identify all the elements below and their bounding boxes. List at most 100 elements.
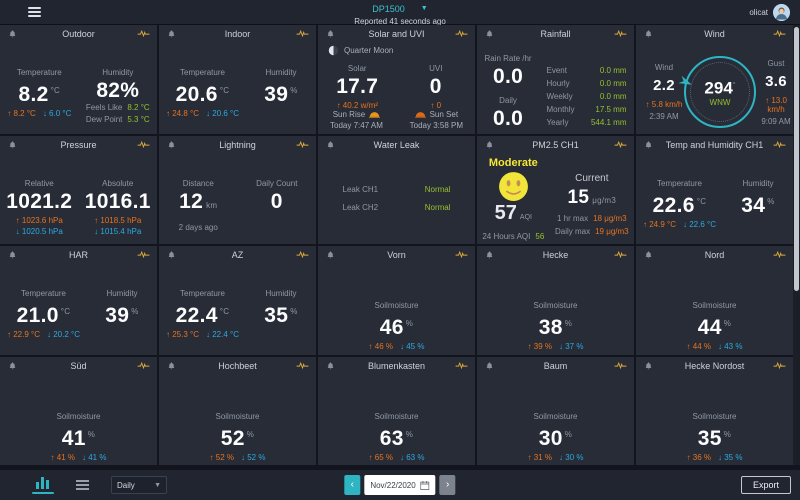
activity-chart-icon[interactable]	[296, 361, 309, 370]
solar-label: Solar	[347, 64, 367, 73]
activity-chart-icon[interactable]	[137, 29, 150, 38]
activity-chart-icon[interactable]	[296, 250, 309, 259]
panel-title: Süd	[70, 360, 87, 371]
bell-icon[interactable]	[8, 250, 17, 260]
panel-pressure: Pressure Relative 1021.2 ↑ 1023.6 hPa ↓ …	[0, 135, 157, 244]
soilmoisture-label: Soilmoisture	[56, 411, 101, 421]
bell-icon[interactable]	[8, 361, 17, 371]
activity-chart-icon[interactable]	[455, 250, 468, 259]
chart-view-icon[interactable]	[32, 476, 54, 494]
bell-icon[interactable]	[644, 140, 653, 150]
leak-row: Leak CH2 Normal	[342, 202, 451, 212]
bell-icon[interactable]	[326, 361, 335, 371]
bell-icon[interactable]	[8, 29, 17, 39]
soilmoisture-minmax: ↑ 44 % ↓ 43 %	[686, 342, 743, 351]
activity-chart-icon[interactable]	[773, 29, 786, 38]
scrollbar-thumb[interactable]	[794, 27, 799, 291]
soilmoisture-value: 38%	[538, 316, 573, 339]
activity-chart-icon[interactable]	[614, 250, 627, 259]
rain-stat-row: Monthly 17.5 mm	[546, 105, 627, 114]
next-date-button[interactable]: ›	[439, 475, 456, 495]
wind-direction-text: WNW	[709, 98, 731, 108]
activity-chart-icon[interactable]	[614, 361, 627, 370]
aqi-smiley-icon	[482, 170, 544, 203]
activity-chart-icon[interactable]	[773, 140, 786, 149]
pm-current-label: Current	[575, 172, 609, 184]
lightning-distance-label: Distance	[182, 178, 214, 188]
wind-direction-arrow-icon	[676, 72, 695, 94]
panel-soil-vorn: Vorn Soilmoisture 46% ↑ 46 % ↓ 45 %	[318, 246, 475, 355]
period-select[interactable]: Daily ▼	[111, 476, 167, 494]
temperature-minmax: ↑ 25.3 °C ↓ 22.4 °C	[166, 330, 239, 339]
list-view-icon[interactable]	[76, 479, 89, 491]
humidity-value: 39%	[105, 304, 139, 327]
soilmoisture-label: Soilmoisture	[533, 301, 578, 310]
temperature-minmax: ↑ 8.2 °C ↓ 6.0 °C	[7, 109, 72, 118]
soilmoisture-minmax: ↑ 31 % ↓ 30 %	[527, 452, 584, 462]
lightning-last-time: 2 days ago	[178, 222, 218, 232]
bell-icon[interactable]	[485, 250, 494, 260]
activity-chart-icon[interactable]	[137, 361, 150, 370]
solar-max: ↑ 40.2 w/m²	[336, 101, 378, 110]
panel-title: Nord	[704, 250, 725, 260]
gust-max: ↑ 13.0 km/h	[765, 95, 787, 114]
station-selector[interactable]: DP1500 ▼	[372, 4, 427, 14]
temperature-value: 8.2 °C	[18, 83, 61, 106]
bell-icon[interactable]	[644, 250, 653, 260]
station-status: DP1500 ▼ Reported 41 seconds ago	[0, 0, 800, 26]
bell-icon[interactable]	[485, 361, 494, 371]
activity-chart-icon[interactable]	[455, 361, 468, 370]
bell-icon[interactable]	[167, 29, 176, 39]
panel-title: Water Leak	[373, 139, 420, 150]
aqi-24h-row: 24 Hours AQI 56	[482, 231, 545, 241]
activity-chart-icon[interactable]	[137, 140, 150, 149]
leak-status-list: Leak CH1 Normal Leak CH2 Normal	[318, 185, 475, 212]
uvi-label: UVI	[429, 64, 443, 73]
leak-row: Leak CH1 Normal	[342, 184, 451, 194]
prev-date-button[interactable]: ‹	[344, 475, 361, 495]
soilmoisture-value: 44%	[697, 316, 732, 339]
soilmoisture-value: 52%	[220, 426, 255, 450]
activity-chart-icon[interactable]	[773, 361, 786, 370]
date-input[interactable]: Nov/22/2020	[364, 475, 436, 495]
temperature-minmax: ↑ 24.8 °C ↓ 20.6 °C	[166, 109, 239, 118]
bell-icon[interactable]	[326, 29, 335, 39]
bell-icon[interactable]	[167, 140, 176, 150]
bell-icon[interactable]	[485, 29, 494, 39]
activity-chart-icon[interactable]	[137, 250, 150, 259]
panel-wind: Wind Wind 2.2 ↑ 5.8 km/h 2:39 AM 294° WN…	[636, 25, 793, 134]
panel-title: PM2.5 CH1	[532, 139, 579, 150]
panel-har: HAR Temperature 21.0 °C ↑ 22.9 °C ↓ 20.2 °…	[0, 246, 157, 355]
panel-soil-hecke: Hecke Soilmoisture 38% ↑ 39 % ↓ 37 %	[477, 246, 634, 355]
bell-icon[interactable]	[167, 250, 176, 260]
relative-pressure-min: ↓ 1020.5 hPa	[15, 226, 63, 236]
bell-icon[interactable]	[167, 361, 176, 371]
moon-phase: Quarter Moon	[318, 42, 475, 56]
activity-chart-icon[interactable]	[773, 250, 786, 259]
activity-chart-icon[interactable]	[614, 140, 627, 149]
soilmoisture-label: Soilmoisture	[533, 411, 578, 421]
scrollbar[interactable]	[793, 25, 800, 465]
bell-icon[interactable]	[644, 361, 653, 371]
date-value: Nov/22/2020	[370, 480, 416, 490]
gust-value: 3.6	[765, 72, 787, 90]
activity-chart-icon[interactable]	[296, 140, 309, 149]
wind-direction-degrees: 294°	[704, 78, 736, 98]
bell-icon[interactable]	[326, 140, 335, 150]
panel-title: Solar and UVI	[368, 29, 425, 39]
menu-icon[interactable]	[28, 7, 41, 17]
bell-icon[interactable]	[485, 140, 494, 150]
activity-chart-icon[interactable]	[296, 29, 309, 38]
activity-chart-icon[interactable]	[455, 29, 468, 38]
soilmoisture-value: 35%	[697, 426, 732, 450]
bell-icon[interactable]	[8, 140, 17, 150]
humidity-value: 39%	[264, 83, 298, 106]
bell-icon[interactable]	[644, 29, 653, 39]
solar-value: 17.7	[336, 75, 379, 98]
relative-pressure-value: 1021.2	[6, 189, 73, 213]
export-button[interactable]: Export	[740, 476, 791, 494]
rain-stats: Event 0.0 mm Hourly 0.0 mm Weekly 0.0 mm Mo…	[547, 64, 627, 130]
activity-chart-icon[interactable]	[614, 29, 627, 38]
bell-icon[interactable]	[326, 250, 335, 260]
avatar[interactable]	[773, 3, 790, 21]
